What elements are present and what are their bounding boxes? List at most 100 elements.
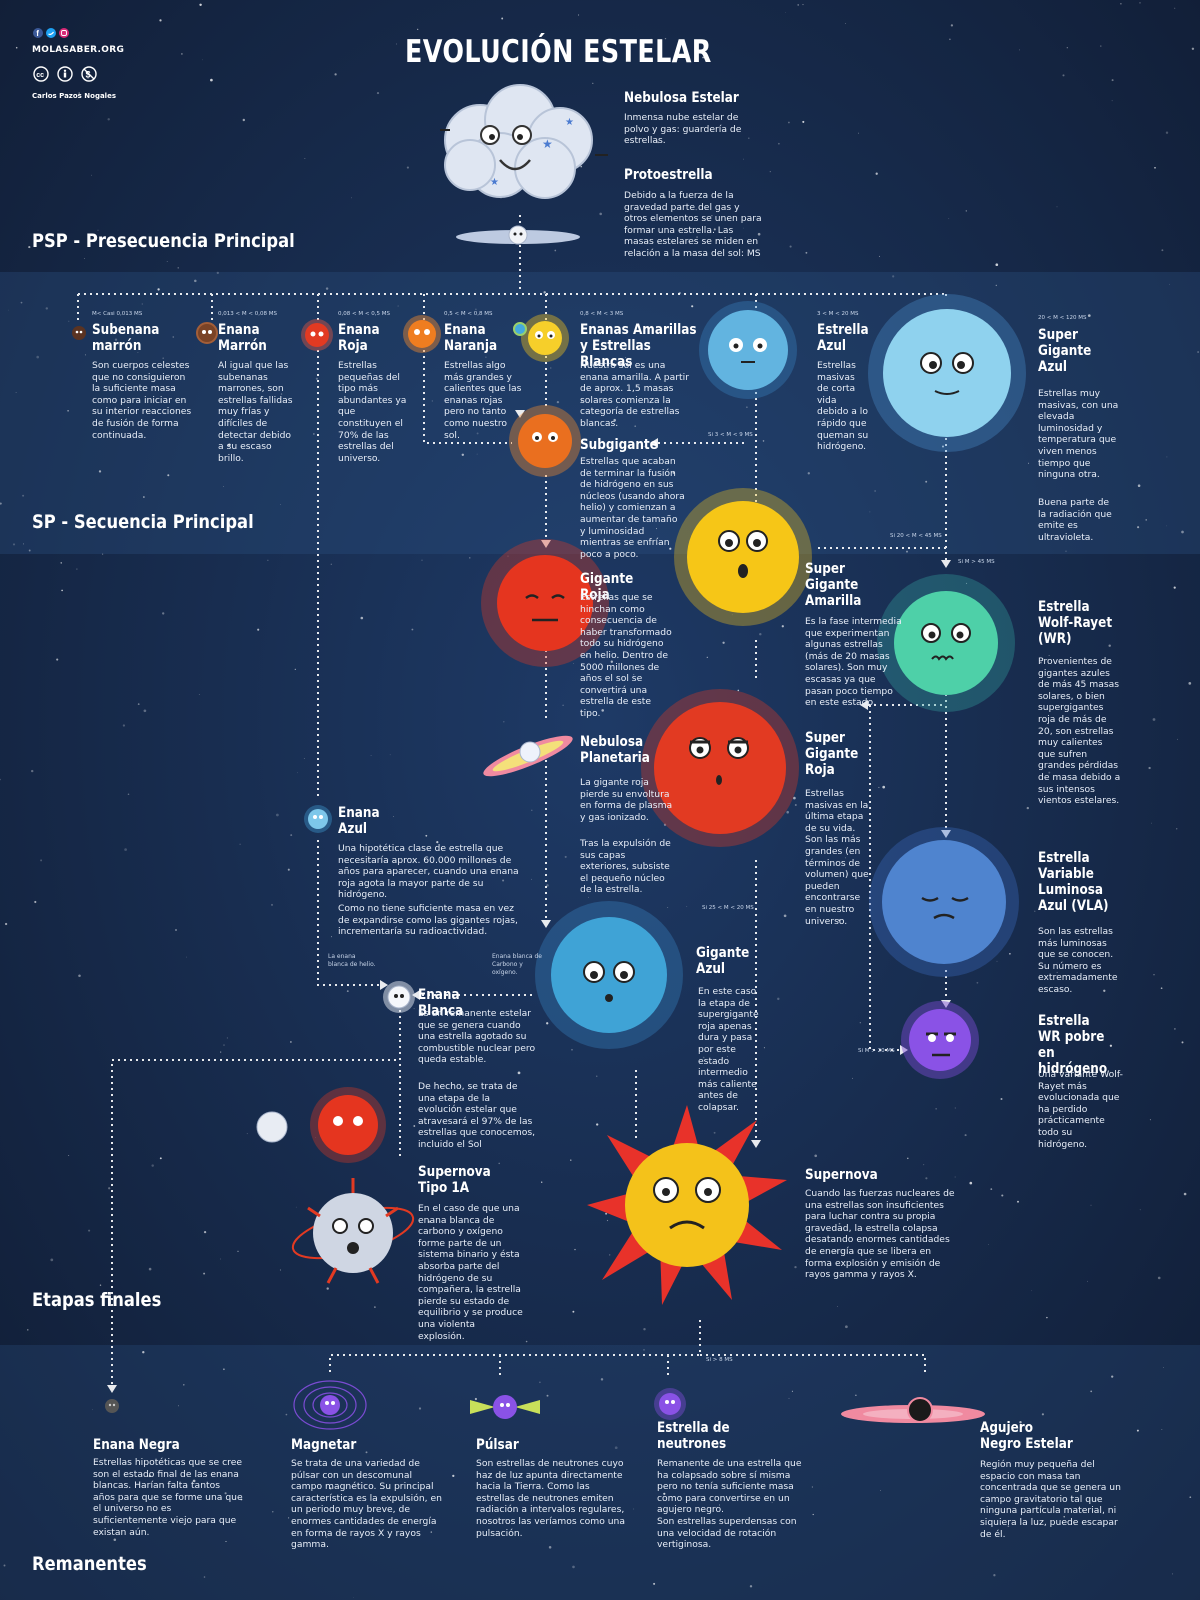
yellow-supergiant-name: Super Gigante Amarilla — [805, 561, 862, 609]
supernova-1a-desc: En el caso de que una enana blanca de ca… — [418, 1203, 523, 1342]
blue-star-mass: 3 < M < 20 MS — [817, 311, 859, 317]
background-star — [34, 900, 37, 904]
background-star — [531, 809, 533, 811]
magnetar-desc: Se trata de una variedad de púlsar con u… — [291, 1458, 442, 1551]
background-star — [297, 772, 298, 774]
supernova-1a-name: Supernova Tipo 1A — [418, 1164, 491, 1196]
background-star — [880, 1490, 881, 1492]
background-star — [202, 59, 203, 61]
background-star — [1165, 131, 1169, 134]
by-icon[interactable] — [57, 66, 73, 82]
orange-dwarf-name: Enana Naranja — [444, 322, 498, 354]
background-star — [376, 92, 380, 95]
background-star — [838, 919, 841, 922]
background-star — [1108, 644, 1111, 647]
background-star — [807, 472, 810, 475]
social-icons: f — [33, 28, 69, 38]
site-brand[interactable]: MOLASABER.ORG — [32, 45, 125, 55]
background-star — [514, 1472, 516, 1474]
background-star — [633, 1508, 635, 1510]
background-star — [1056, 206, 1058, 208]
white-dwarf-desc: Es un remanente estelar que se genera cu… — [418, 1008, 536, 1066]
background-star — [192, 1479, 196, 1483]
background-star — [543, 291, 546, 294]
background-star — [216, 271, 219, 275]
background-star — [664, 37, 667, 40]
white-star-icon — [513, 322, 527, 336]
background-star — [113, 1538, 117, 1541]
background-star — [531, 878, 533, 880]
background-star — [475, 308, 477, 311]
background-star — [1017, 1200, 1019, 1203]
background-star — [28, 549, 31, 552]
background-star — [1161, 249, 1164, 252]
background-star — [907, 1157, 909, 1160]
red-dwarf-icon — [301, 319, 333, 351]
background-star — [793, 796, 796, 800]
background-star — [365, 1451, 368, 1454]
background-star — [1111, 100, 1113, 102]
background-star — [743, 227, 744, 229]
svg-text:★: ★ — [565, 117, 574, 128]
background-star — [1188, 682, 1192, 685]
note-helium-white-dwarf: La enana blanca de helio. — [328, 953, 376, 968]
wolf-rayet-name: Estrella Wolf-Rayet (WR) — [1038, 599, 1113, 647]
background-star — [351, 197, 353, 199]
background-star — [571, 1048, 573, 1051]
background-star — [1137, 484, 1141, 487]
twitter-icon[interactable] — [46, 28, 56, 38]
background-star — [996, 960, 998, 962]
background-star — [546, 1394, 549, 1397]
background-star — [288, 1517, 290, 1519]
background-star — [485, 356, 487, 358]
background-star — [663, 196, 666, 199]
blue-star-name: Estrella Azul — [817, 322, 869, 354]
background-star — [986, 1444, 988, 1445]
background-star — [732, 1476, 734, 1478]
background-star — [1019, 1421, 1022, 1424]
background-star — [1100, 45, 1102, 47]
background-star — [769, 171, 771, 173]
background-star — [878, 255, 880, 257]
background-star — [498, 1162, 500, 1165]
background-star — [1137, 526, 1140, 529]
background-star — [162, 357, 164, 360]
neutron-star-name: Estrella de neutrones — [657, 1420, 730, 1452]
background-star — [513, 1120, 516, 1123]
nc-icon[interactable]: $ — [81, 66, 97, 82]
background-star — [1072, 909, 1074, 910]
black-dwarf-desc: Estrellas hipotéticas que se cree son el… — [93, 1457, 243, 1538]
background-star — [396, 43, 398, 45]
facebook-icon[interactable]: f — [33, 28, 43, 38]
background-star — [143, 496, 145, 498]
background-star — [562, 704, 564, 707]
page-title: EVOLUCIÓN ESTELAR — [405, 34, 712, 70]
background-star — [397, 305, 399, 307]
background-star — [1154, 166, 1156, 169]
section-finals: Etapas finales — [32, 1289, 162, 1311]
background-star — [695, 208, 697, 211]
sub-brown-dwarf-icon — [72, 326, 86, 340]
background-star — [186, 956, 187, 958]
background-star — [1176, 738, 1178, 740]
section-sp: SP - Secuencia Principal — [32, 511, 254, 533]
instagram-icon[interactable] — [59, 28, 69, 38]
background-star — [15, 46, 18, 49]
background-star — [313, 433, 315, 435]
background-star — [525, 1340, 528, 1343]
cc-icon[interactable]: cc — [33, 66, 49, 82]
background-star — [1009, 952, 1011, 955]
background-star — [954, 1107, 956, 1109]
black-dwarf-icon — [105, 1399, 119, 1413]
background-star — [812, 1513, 814, 1516]
background-star — [1103, 989, 1106, 992]
red-giant-desc: Estrellas que se hinchan como consecuenc… — [580, 592, 672, 719]
background-star — [198, 693, 200, 696]
background-star — [276, 813, 279, 817]
background-star — [413, 1125, 416, 1127]
background-star — [239, 843, 241, 845]
background-star — [546, 1022, 549, 1025]
background-star — [474, 1397, 477, 1401]
background-star — [941, 445, 945, 448]
background-star — [148, 1475, 151, 1478]
